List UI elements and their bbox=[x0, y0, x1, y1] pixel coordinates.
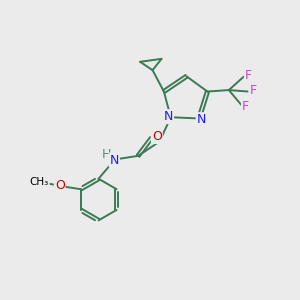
Text: F: F bbox=[249, 84, 256, 98]
Text: N: N bbox=[164, 110, 173, 123]
Text: N: N bbox=[197, 113, 206, 126]
Text: N: N bbox=[110, 154, 119, 166]
Text: O: O bbox=[55, 179, 65, 192]
Text: O: O bbox=[152, 130, 162, 143]
Text: H: H bbox=[102, 148, 111, 160]
Text: CH₃: CH₃ bbox=[30, 177, 49, 187]
Text: F: F bbox=[245, 69, 252, 82]
Text: F: F bbox=[242, 100, 249, 112]
